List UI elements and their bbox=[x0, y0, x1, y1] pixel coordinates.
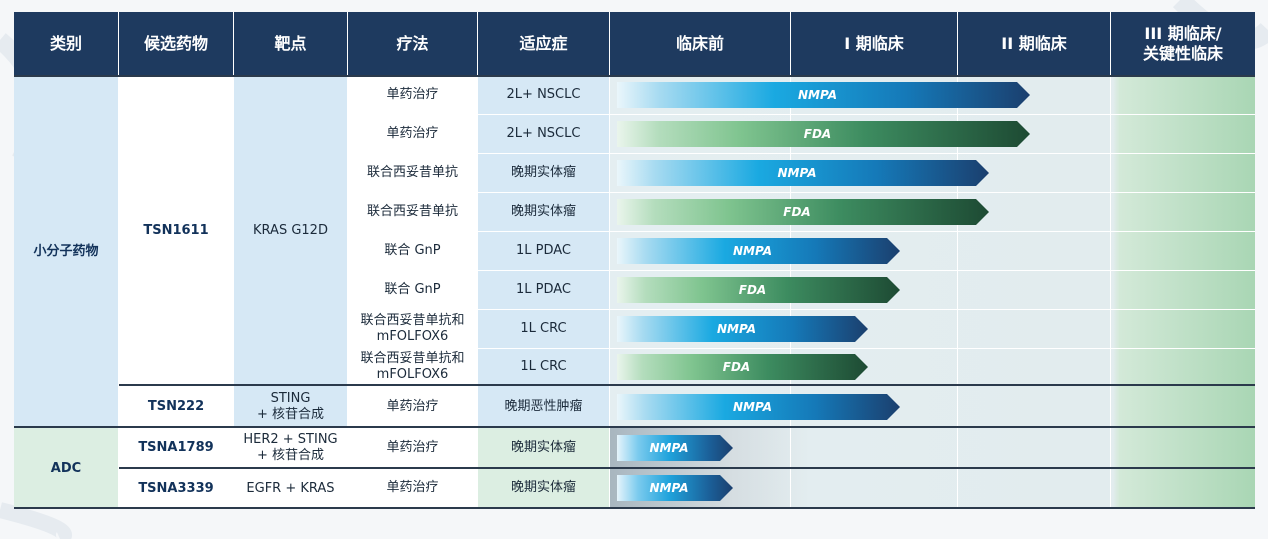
group-separator bbox=[119, 467, 1255, 469]
header-phase3-line2: 关键性临床 bbox=[1142, 43, 1223, 63]
therapy-cell: 联合 GnP bbox=[348, 232, 477, 270]
indication-cell: 2L+ NSCLC bbox=[478, 76, 609, 114]
progress-bar-fda: FDA bbox=[617, 277, 900, 303]
bar-agency-label: NMPA bbox=[777, 166, 817, 180]
divider bbox=[1110, 12, 1111, 509]
target-egfr-kras: EGFR + KRAS bbox=[234, 469, 347, 509]
category-small-molecule: 小分子药物 bbox=[14, 76, 118, 427]
pipeline-table: 类别 候选药物 靶点 疗法 适应症 临床前 I 期临床 II 期临床 III 期… bbox=[14, 12, 1255, 509]
target-kras-g12d: KRAS G12D bbox=[234, 76, 347, 385]
indication-cell: 晚期实体瘤 bbox=[478, 193, 609, 231]
progress-bar-nmpa: NMPA bbox=[617, 238, 900, 264]
row-divider bbox=[348, 231, 1255, 232]
therapy-cell: 联合西妥昔单抗和 mFOLFOX6 bbox=[348, 349, 477, 384]
progress-bar-nmpa: NMPA bbox=[617, 394, 900, 420]
header-preclinical: 临床前 bbox=[610, 12, 790, 75]
header-phase3: III 期临床/ 关键性临床 bbox=[1111, 12, 1255, 75]
indication-cell: 1L CRC bbox=[478, 310, 609, 348]
bar-agency-label: NMPA bbox=[733, 244, 772, 258]
table-bottom-border bbox=[14, 507, 1255, 509]
bar-agency-label: FDA bbox=[783, 205, 811, 219]
indication-cell: 2L+ NSCLC bbox=[478, 115, 609, 153]
bar-agency-label: NMPA bbox=[649, 481, 689, 495]
divider bbox=[957, 12, 958, 509]
indication-cell: 晚期实体瘤 bbox=[478, 469, 609, 507]
therapy-cell: 单药治疗 bbox=[348, 115, 477, 153]
therapy-cell: 联合西妥昔单抗 bbox=[348, 193, 477, 231]
therapy-cell: 联合西妥昔单抗和 mFOLFOX6 bbox=[348, 310, 477, 348]
group-separator bbox=[119, 384, 1255, 386]
target-sting-line2: + 核苷合成 bbox=[256, 406, 325, 422]
header-candidate: 候选药物 bbox=[119, 12, 233, 75]
row-divider bbox=[348, 270, 1255, 271]
category-adc: ADC bbox=[14, 428, 118, 509]
indication-cell: 1L PDAC bbox=[478, 271, 609, 309]
progress-bar-nmpa: NMPA bbox=[617, 435, 733, 461]
row-divider bbox=[348, 114, 1255, 115]
indication-cell: 1L PDAC bbox=[478, 232, 609, 270]
header-phase3-line1: III 期临床/ bbox=[1144, 23, 1222, 43]
progress-bar-fda: FDA bbox=[617, 354, 868, 380]
header-phase2: II 期临床 bbox=[958, 12, 1110, 75]
bar-agency-label: NMPA bbox=[717, 322, 756, 336]
candidate-tsna3339: TSNA3339 bbox=[119, 469, 233, 509]
row-divider bbox=[348, 309, 1255, 310]
therapy-line2: mFOLFOX6 bbox=[376, 329, 449, 344]
progress-bar-nmpa: NMPA bbox=[617, 316, 868, 342]
therapy-line1: 联合西妥昔单抗和 bbox=[360, 350, 465, 366]
therapy-cell: 联合 GnP bbox=[348, 271, 477, 309]
therapy-cell: 单药治疗 bbox=[348, 469, 477, 507]
therapy-line1: 联合西妥昔单抗和 bbox=[360, 313, 465, 328]
progress-bar-fda: FDA bbox=[617, 121, 1030, 147]
candidate-tsn1611: TSN1611 bbox=[119, 76, 233, 385]
therapy-cell: 联合西妥昔单抗 bbox=[348, 154, 477, 192]
therapy-cell: 单药治疗 bbox=[348, 76, 477, 114]
row-divider bbox=[348, 192, 1255, 193]
header-therapy: 疗法 bbox=[348, 12, 477, 75]
bar-agency-label: NMPA bbox=[649, 441, 689, 455]
indication-cell: 晚期实体瘤 bbox=[478, 154, 609, 192]
target-her2-sting: HER2 + STING + 核苷合成 bbox=[234, 428, 347, 468]
progress-bar-nmpa: NMPA bbox=[617, 160, 989, 186]
indication-cell: 1L CRC bbox=[478, 349, 609, 384]
row-divider bbox=[348, 348, 1255, 349]
bar-agency-label: NMPA bbox=[733, 400, 772, 414]
target-sting-line1: STING bbox=[270, 390, 311, 406]
header-phase1: I 期临床 bbox=[791, 12, 957, 75]
progress-bar-nmpa: NMPA bbox=[617, 82, 1030, 108]
bar-agency-label: FDA bbox=[803, 127, 832, 141]
indication-cell: 晚期实体瘤 bbox=[478, 428, 609, 467]
progress-bar-fda: FDA bbox=[617, 199, 989, 225]
group-separator bbox=[14, 426, 1255, 428]
therapy-cell: 单药治疗 bbox=[348, 428, 477, 467]
progress-bar-nmpa: NMPA bbox=[617, 475, 733, 501]
bar-agency-label: FDA bbox=[722, 360, 751, 374]
candidate-tsna1789: TSNA1789 bbox=[119, 428, 233, 468]
header-indication: 适应症 bbox=[478, 12, 609, 75]
target-her2-line1: HER2 + STING bbox=[243, 432, 338, 447]
target-sting: STING + 核苷合成 bbox=[234, 386, 347, 427]
header-target: 靶点 bbox=[234, 12, 347, 75]
bar-agency-label: NMPA bbox=[798, 88, 837, 102]
therapy-cell: 单药治疗 bbox=[348, 386, 477, 427]
candidate-tsn222: TSN222 bbox=[119, 386, 233, 427]
row-divider bbox=[348, 153, 1255, 154]
header-separator bbox=[14, 75, 1255, 77]
bar-agency-label: FDA bbox=[738, 283, 767, 297]
indication-cell: 晚期恶性肿瘤 bbox=[478, 386, 609, 427]
therapy-line2: mFOLFOX6 bbox=[376, 366, 449, 382]
target-her2-line2: + 核苷合成 bbox=[256, 448, 325, 463]
header-category: 类别 bbox=[14, 12, 118, 75]
